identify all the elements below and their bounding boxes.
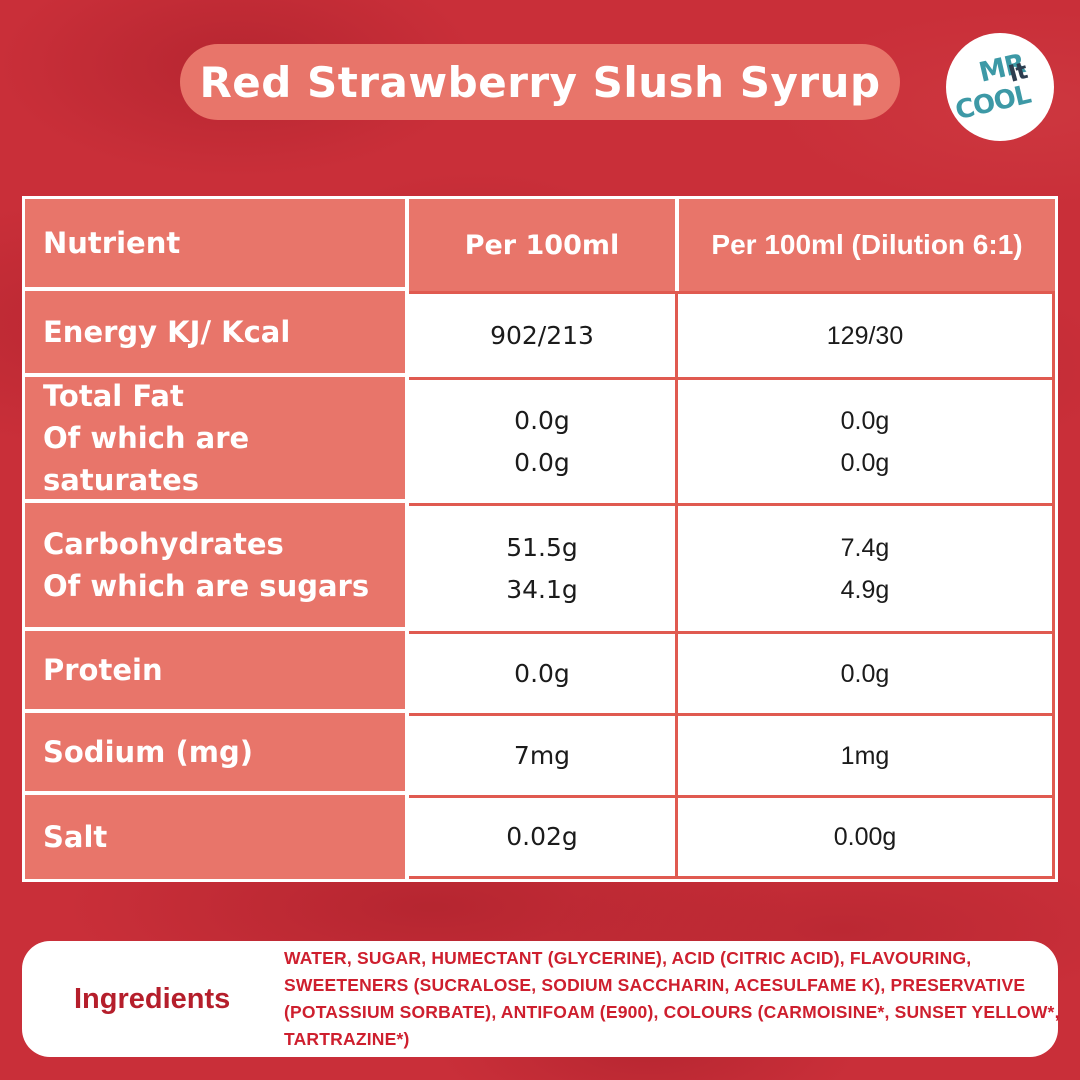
row-sodium-label: Sodium (mg)	[25, 713, 409, 795]
row-protein-label: Protein	[25, 631, 409, 713]
brand-logo: MR It COOL	[946, 33, 1054, 141]
row-carbs-dilution: 7.4g 4.9g	[675, 503, 1055, 631]
page-title: Red Strawberry Slush Syrup	[199, 57, 881, 107]
logo-word-cool: COOL	[952, 79, 1034, 127]
row-sodium-per100ml: 7mg	[409, 713, 675, 795]
row-fat-per100ml: 0.0g 0.0g	[409, 377, 675, 503]
title-banner: Red Strawberry Slush Syrup	[180, 44, 900, 120]
row-carbs-label: Carbohydrates Of which are sugars	[25, 503, 409, 631]
row-fat-dilution: 0.0g 0.0g	[675, 377, 1055, 503]
row-energy-per100ml: 902/213	[409, 291, 675, 377]
ingredients-text: WATER, SUGAR, HUMECTANT (GLYCERINE), ACI…	[284, 948, 1060, 1049]
row-carbs-per100ml: 51.5g 34.1g	[409, 503, 675, 631]
header-per-100ml: Per 100ml	[409, 199, 675, 291]
row-salt-label: Salt	[25, 795, 409, 879]
ingredients-panel: Ingredients WATER, SUGAR, HUMECTANT (GLY…	[22, 941, 1059, 1057]
row-salt-per100ml: 0.02g	[409, 795, 675, 879]
nutrition-table: Nutrient Per 100ml Per 100ml (Dilution 6…	[22, 196, 1058, 882]
row-energy-dilution: 129/30	[675, 291, 1055, 377]
header-nutrient: Nutrient	[25, 199, 409, 291]
row-energy-label: Energy KJ/ Kcal	[25, 291, 409, 377]
row-protein-dilution: 0.0g	[675, 631, 1055, 713]
row-sodium-dilution: 1mg	[675, 713, 1055, 795]
row-fat-label: Total Fat Of which are saturates	[25, 377, 409, 503]
ingredients-label: Ingredients	[74, 982, 231, 1015]
row-protein-per100ml: 0.0g	[409, 631, 675, 713]
row-salt-dilution: 0.00g	[675, 795, 1055, 879]
header-per-100ml-dilution: Per 100ml (Dilution 6:1)	[675, 199, 1055, 291]
